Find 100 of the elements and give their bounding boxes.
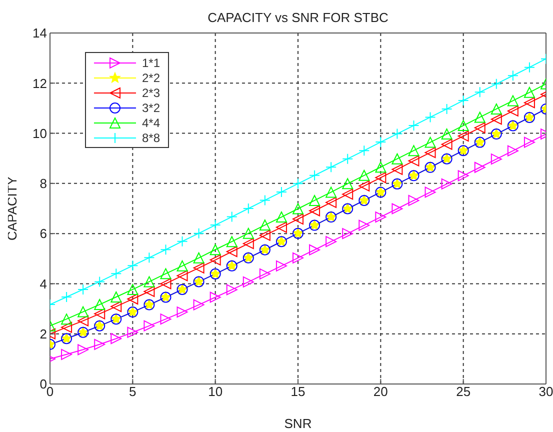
legend-label: 4*4 <box>142 116 160 130</box>
x-tick-label: 10 <box>208 384 223 400</box>
point <box>408 155 420 166</box>
point <box>424 186 436 198</box>
point <box>358 145 370 156</box>
point <box>441 103 452 114</box>
y-tick-label: 2 <box>40 326 47 342</box>
point <box>259 194 270 206</box>
point <box>160 244 172 256</box>
point <box>259 268 270 280</box>
point <box>193 252 204 264</box>
y-tick-label: 14 <box>32 26 47 41</box>
point <box>358 170 370 181</box>
point <box>210 220 221 231</box>
point <box>424 147 436 158</box>
x-tick-label: 20 <box>373 384 388 400</box>
point <box>242 228 254 239</box>
chart-title: CAPACITY vs SNR FOR STBC <box>208 10 388 25</box>
point <box>193 228 204 239</box>
point <box>392 153 403 164</box>
point <box>127 294 138 305</box>
point <box>110 268 122 280</box>
x-tick-label: 5 <box>129 384 136 400</box>
legend-label: 8*8 <box>142 130 160 144</box>
point <box>276 186 287 198</box>
point <box>474 112 486 123</box>
y-tick-label: 4 <box>40 276 47 292</box>
point <box>408 120 420 132</box>
point <box>309 244 320 256</box>
point <box>176 306 188 318</box>
point <box>441 128 452 140</box>
legend-label: 1*1 <box>142 56 160 70</box>
legend-label: 2*3 <box>142 86 160 100</box>
point <box>524 86 535 98</box>
point <box>408 145 420 156</box>
point <box>375 172 386 184</box>
point <box>160 268 172 280</box>
point <box>226 236 238 248</box>
point <box>326 186 337 198</box>
point <box>490 78 502 90</box>
point <box>392 203 403 214</box>
point <box>507 145 518 156</box>
point <box>375 136 386 148</box>
point <box>524 97 535 108</box>
point <box>326 196 337 208</box>
legend-label: 3*2 <box>142 100 160 114</box>
point <box>276 212 287 223</box>
point <box>474 122 486 134</box>
point <box>61 292 72 302</box>
point <box>507 70 518 82</box>
point <box>408 194 420 206</box>
point <box>259 230 270 241</box>
point <box>424 136 436 148</box>
point <box>441 178 452 190</box>
point <box>342 228 354 240</box>
x-axis-title: SNR <box>284 416 312 431</box>
point <box>458 170 469 182</box>
point <box>441 138 452 150</box>
point <box>375 212 386 223</box>
point <box>474 162 486 173</box>
point <box>193 262 204 274</box>
x-tick-label: 15 <box>290 384 306 400</box>
point <box>144 286 155 297</box>
point <box>326 162 337 173</box>
point <box>160 314 172 325</box>
point <box>490 114 502 125</box>
point <box>292 203 304 214</box>
point <box>358 180 370 192</box>
point <box>242 203 254 214</box>
point <box>458 130 469 142</box>
point <box>458 94 469 106</box>
point <box>127 326 138 338</box>
point <box>61 348 72 360</box>
point <box>392 164 403 175</box>
point <box>78 284 89 295</box>
point <box>193 299 204 310</box>
point <box>176 270 188 282</box>
y-tick-label: 8 <box>40 176 47 192</box>
point <box>424 112 436 123</box>
y-tick-label: 6 <box>40 226 47 242</box>
point <box>524 136 535 148</box>
point <box>210 244 221 256</box>
point <box>160 278 172 290</box>
point <box>176 236 188 247</box>
point <box>458 120 469 132</box>
point <box>226 284 238 296</box>
point <box>144 320 155 332</box>
point <box>507 95 518 106</box>
point <box>110 333 122 344</box>
point <box>78 306 89 318</box>
point <box>292 214 304 225</box>
point <box>524 62 535 73</box>
point <box>259 220 270 231</box>
point <box>94 308 106 320</box>
point <box>326 236 337 248</box>
point <box>342 153 354 164</box>
point <box>78 344 89 356</box>
point <box>309 194 320 206</box>
point <box>474 86 486 98</box>
point <box>276 260 287 272</box>
